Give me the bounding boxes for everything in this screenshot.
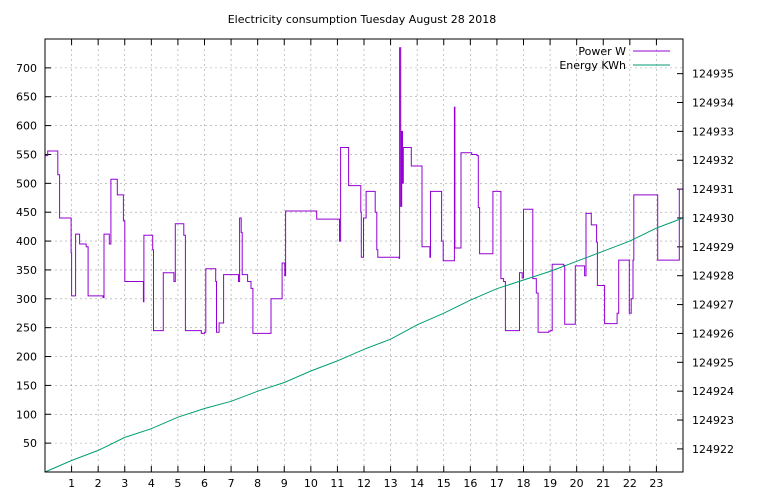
y2-tick-label: 124927 <box>692 299 734 312</box>
x-tick-label: 6 <box>201 477 208 490</box>
y-tick-label: 700 <box>16 62 37 75</box>
y-tick-label: 150 <box>16 379 37 392</box>
y2-tick-label: 124924 <box>692 385 734 398</box>
power-w-line <box>45 47 683 334</box>
x-axis-tick-labels: 1 2 3 4 5 6 7 8 9 10 11 12 13 14 15 16 17 18 19 20 21 22 23 <box>68 477 663 490</box>
x-tick-label: 16 <box>463 477 477 490</box>
y2-tick-label: 124926 <box>692 327 734 340</box>
x-tick-label: 21 <box>596 477 610 490</box>
y2-tick-label: 124932 <box>692 154 734 167</box>
x-tick-label: 10 <box>304 477 318 490</box>
axis-ticks <box>45 39 683 472</box>
legend-label: Power W <box>578 45 626 58</box>
y2-tick-label: 124931 <box>692 183 734 196</box>
x-tick-label: 2 <box>95 477 102 490</box>
x-tick-label: 23 <box>649 477 663 490</box>
x-tick-label: 12 <box>357 477 371 490</box>
y2-tick-label: 124923 <box>692 414 734 427</box>
energy-kwh-line <box>44 217 684 473</box>
x-tick-label: 17 <box>490 477 504 490</box>
y-tick-label: 600 <box>16 120 37 133</box>
y-tick-label: 400 <box>16 235 37 248</box>
y2-tick-label: 124922 <box>692 443 734 456</box>
x-tick-label: 11 <box>330 477 344 490</box>
y-tick-label: 350 <box>16 264 37 277</box>
x-tick-label: 20 <box>570 477 584 490</box>
x-tick-label: 9 <box>281 477 288 490</box>
x-tick-label: 5 <box>174 477 181 490</box>
x-tick-label: 3 <box>121 477 128 490</box>
y-tick-label: 300 <box>16 293 37 306</box>
x-tick-label: 18 <box>517 477 531 490</box>
y-tick-label: 250 <box>16 322 37 335</box>
x-tick-label: 13 <box>384 477 398 490</box>
y2-axis-tick-labels: 124922 124923 124924 124925 124926 124927 1249… <box>692 68 734 456</box>
legend-label: Energy KWh <box>559 59 626 72</box>
grid-lines <box>45 39 683 472</box>
y-tick-label: 100 <box>16 408 37 421</box>
x-tick-label: 8 <box>254 477 261 490</box>
x-tick-label: 15 <box>437 477 451 490</box>
y2-tick-label: 124930 <box>692 212 734 225</box>
x-tick-label: 7 <box>228 477 235 490</box>
x-tick-label: 14 <box>410 477 424 490</box>
y2-tick-label: 124925 <box>692 356 734 369</box>
y2-tick-label: 124934 <box>692 97 734 110</box>
y2-tick-label: 124933 <box>692 125 734 138</box>
x-tick-label: 1 <box>68 477 75 490</box>
x-tick-label: 19 <box>543 477 557 490</box>
x-tick-label: 22 <box>623 477 637 490</box>
y-tick-label: 50 <box>23 437 37 450</box>
y-tick-label: 550 <box>16 148 37 161</box>
y2-tick-label: 124928 <box>692 270 734 283</box>
series-lines <box>44 47 684 473</box>
plot-frame <box>44 38 684 473</box>
y-tick-label: 450 <box>16 206 37 219</box>
y-tick-label: 200 <box>16 351 37 364</box>
x-tick-label: 4 <box>148 477 155 490</box>
y-tick-label: 650 <box>16 91 37 104</box>
y2-tick-label: 124929 <box>692 241 734 254</box>
y-tick-label: 500 <box>16 177 37 190</box>
chart-title: Electricity consumption Tuesday August 2… <box>228 13 497 26</box>
y-axis-tick-labels: 50 100 150 200 250 300 350 400 450 500 550 600 650 70… <box>16 62 37 450</box>
y2-tick-label: 124935 <box>692 68 734 81</box>
